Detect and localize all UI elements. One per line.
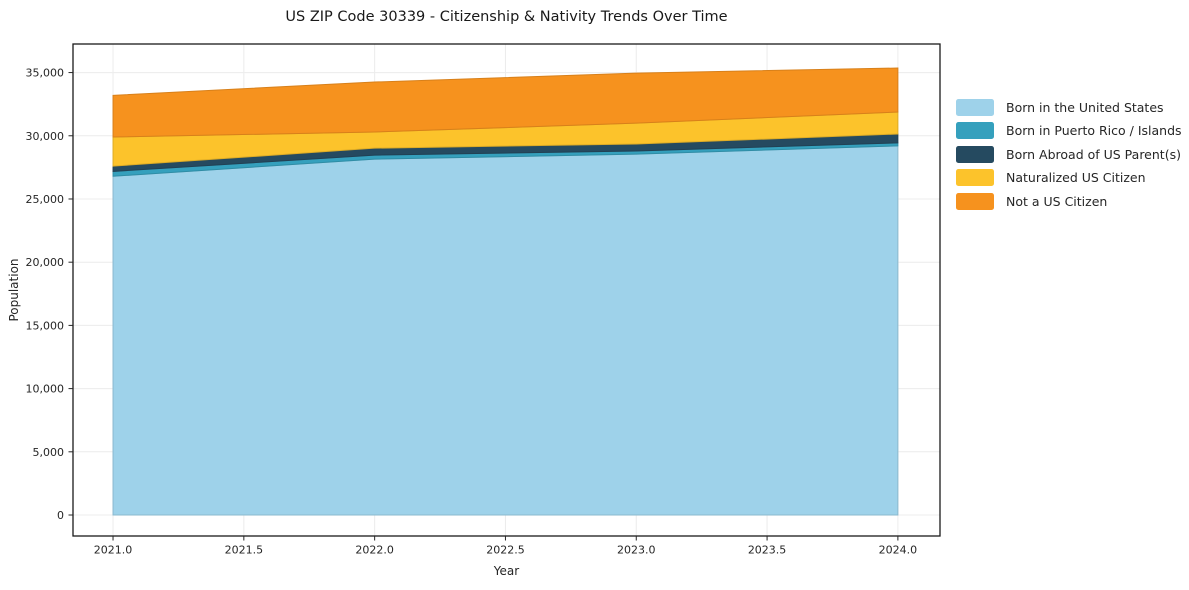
- y-tick-label: 15,000: [26, 319, 65, 332]
- y-tick-label: 20,000: [26, 256, 65, 269]
- x-tick-label: 2021.5: [225, 544, 264, 557]
- plot-frame: [72, 43, 941, 537]
- x-axis-label: Year: [493, 564, 520, 578]
- legend-item: Naturalized US Citizen: [956, 169, 1182, 187]
- legend-item: Not a US Citizen: [956, 192, 1182, 210]
- legend-swatch-icon: [956, 192, 994, 210]
- x-tick-label: 2022.0: [355, 544, 394, 557]
- legend-label: Born in Puerto Rico / Islands: [1006, 123, 1182, 139]
- legend-swatch-icon: [956, 99, 994, 116]
- x-tick-label: 2023.0: [617, 544, 656, 557]
- legend-label: Not a US Citizen: [1006, 193, 1108, 209]
- legend-swatch-icon: [956, 145, 994, 163]
- chart-title: US ZIP Code 30339 - Citizenship & Nativi…: [285, 9, 728, 25]
- x-tick-label: 2022.5: [486, 544, 525, 557]
- y-tick-label: 10,000: [26, 383, 65, 396]
- legend-item: Born Abroad of US Parent(s): [956, 145, 1182, 163]
- y-tick-label: 0: [57, 509, 64, 522]
- legend-item: Born in Puerto Rico / Islands: [956, 122, 1182, 140]
- legend: Born in the United States Born in Puerto …: [956, 99, 1182, 210]
- legend-label: Born Abroad of US Parent(s): [1006, 146, 1181, 162]
- legend-swatch-icon: [956, 122, 994, 140]
- area-not-a-us-citizen: [112, 67, 899, 138]
- x-tick-label: 2021.0: [94, 544, 133, 557]
- legend-swatch-icon: [956, 169, 994, 187]
- legend-item: Born in the United States: [956, 99, 1182, 116]
- y-tick-label: 25,000: [26, 193, 65, 206]
- legend-label: Naturalized US Citizen: [1006, 170, 1146, 186]
- area-born-in-the-united-states: [112, 145, 899, 516]
- y-tick-label: 35,000: [26, 67, 65, 80]
- legend-label: Born in the United States: [1006, 100, 1164, 115]
- y-axis-label: Population: [7, 258, 21, 322]
- x-tick-label: 2023.5: [748, 544, 787, 557]
- y-tick-label: 5,000: [33, 446, 65, 459]
- y-tick-label: 30,000: [26, 130, 65, 143]
- x-tick-label: 2024.0: [879, 544, 918, 557]
